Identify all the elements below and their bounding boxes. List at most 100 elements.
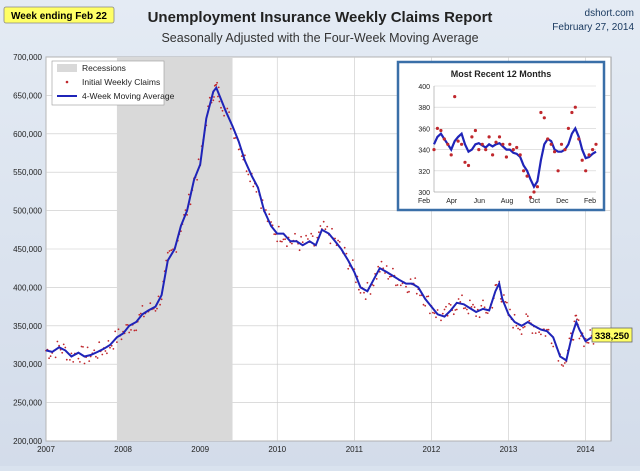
claims-point [298, 249, 301, 252]
claims-point [117, 328, 120, 331]
claims-point [110, 344, 113, 347]
claims-point [114, 330, 117, 333]
claims-point [486, 312, 489, 314]
y-tick-label: 400,000 [13, 283, 42, 292]
claims-point [62, 343, 65, 346]
claims-point [149, 302, 152, 305]
claims-point [217, 86, 220, 89]
inset-y-tick-label: 300 [418, 190, 430, 197]
y-tick-label: 300,000 [13, 360, 42, 369]
y-tick-label: 650,000 [13, 91, 42, 100]
claims-point [165, 259, 168, 262]
claims-point [166, 251, 169, 254]
legend-recession-swatch [57, 64, 77, 72]
y-tick-label: 200,000 [13, 437, 42, 446]
claims-point [244, 154, 246, 157]
claims-point [95, 355, 97, 358]
x-tick-label: 2012 [423, 445, 441, 454]
claims-point [452, 313, 455, 316]
inset-claims-point [556, 169, 560, 173]
inset-claims-point [473, 128, 477, 133]
inset-claims-point [535, 185, 540, 189]
claims-point [347, 267, 350, 270]
claims-point [223, 114, 226, 117]
inset-claims-point [525, 174, 529, 178]
claims-point [405, 285, 407, 288]
claims-point [540, 333, 542, 336]
claims-point [334, 237, 336, 240]
x-tick-label: 2010 [268, 445, 286, 454]
claims-point [107, 340, 110, 342]
claims-point [523, 325, 526, 328]
inset-y-tick-label: 320 [418, 169, 430, 176]
claims-point [562, 365, 565, 367]
claims-point [196, 178, 199, 181]
claims-point [448, 302, 450, 305]
claims-point [221, 109, 224, 112]
claims-point [522, 326, 524, 329]
inset-claims-point [591, 148, 595, 152]
inset-claims-point [528, 195, 533, 199]
claims-point [396, 284, 399, 286]
claims-point [436, 309, 439, 311]
claims-point [208, 96, 211, 99]
chart-title: Unemployment Insurance Weekly Claims Rep… [148, 9, 493, 26]
claims-point [440, 319, 442, 322]
claims-point [138, 313, 141, 316]
claims-point [552, 345, 555, 348]
inset-claims-point [442, 137, 446, 141]
claims-point [237, 148, 240, 151]
inset-claims-point [584, 169, 588, 173]
claims-point [583, 345, 585, 348]
claims-point [233, 137, 236, 140]
inset-claims-point [559, 142, 564, 146]
inset-claims-point [484, 148, 488, 152]
inset-claims-point [477, 148, 481, 152]
claims-point [139, 312, 142, 315]
claims-point [329, 242, 332, 245]
claims-point [375, 278, 378, 280]
claims-point [154, 310, 157, 312]
inset-claims-point [508, 142, 512, 146]
claims-point [429, 312, 431, 315]
claims-point [435, 316, 437, 319]
claims-point [424, 304, 427, 307]
claims-point [213, 96, 215, 98]
claims-point [305, 234, 307, 237]
legend-claims: Initial Weekly Claims [82, 77, 160, 87]
inset-claims-point [449, 153, 453, 157]
claims-point [377, 265, 380, 268]
inset-claims-point [594, 142, 598, 146]
claims-point [318, 231, 320, 234]
claims-point [338, 241, 341, 243]
y-tick-label: 550,000 [13, 168, 42, 177]
inset-claims-point [577, 137, 581, 141]
chart-subtitle: Seasonally Adjusted with the Four-Week M… [161, 31, 478, 45]
claims-point [277, 225, 280, 228]
claims-point [294, 232, 296, 235]
claims-point [65, 358, 68, 361]
claims-point [141, 305, 144, 307]
claims-point [307, 238, 309, 240]
claims-point [291, 242, 293, 245]
claims-point [461, 294, 463, 297]
claims-point [301, 241, 304, 244]
claims-point [104, 350, 107, 352]
claims-point [503, 294, 505, 296]
claims-point [589, 329, 592, 331]
x-tick-label: 2011 [346, 445, 364, 454]
claims-point [443, 308, 446, 311]
claims-point [432, 311, 434, 314]
claims-point [512, 326, 514, 329]
claims-point [218, 100, 221, 103]
claims-point [61, 351, 64, 354]
claims-point [457, 298, 460, 300]
claims-point [538, 331, 540, 334]
claims-point [475, 315, 477, 317]
claims-point [255, 191, 258, 193]
claims-point [197, 158, 200, 161]
claims-point [106, 352, 108, 355]
claims-point [482, 299, 484, 302]
claims-point [406, 291, 409, 294]
inset-x-tick-label: Apr [446, 198, 458, 205]
